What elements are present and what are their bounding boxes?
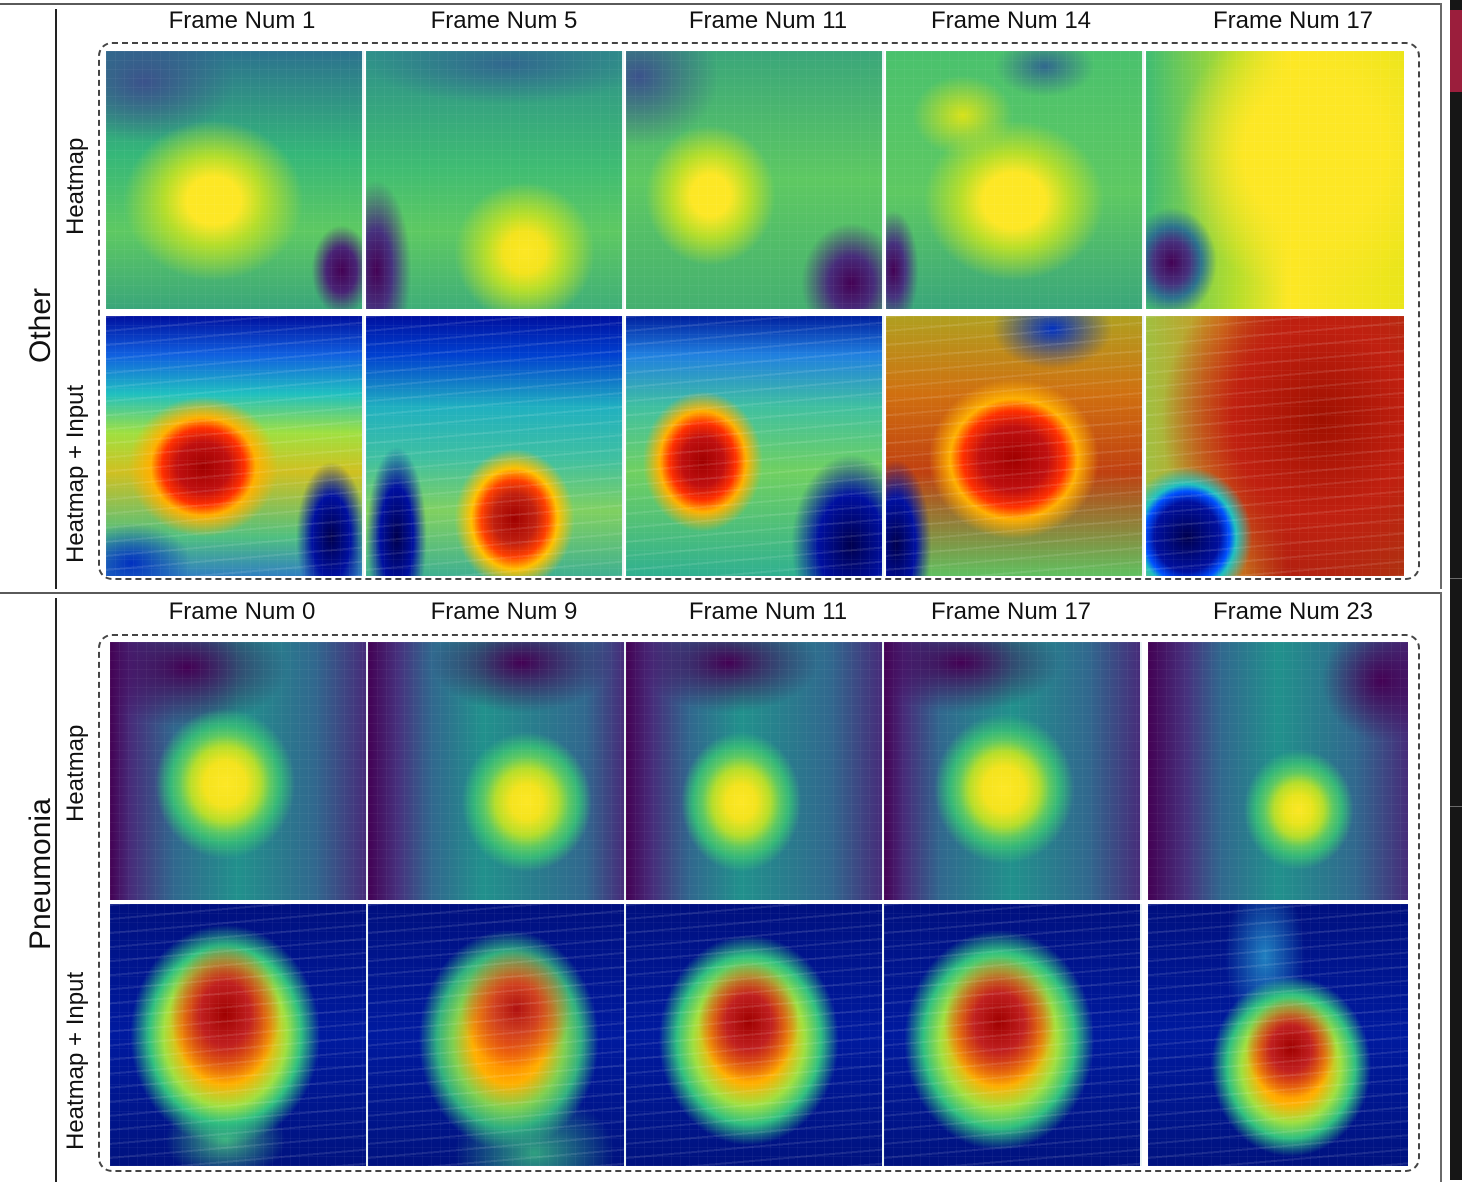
heatmap-overlay-tile bbox=[368, 904, 626, 1166]
frame-title: Frame Num 1 bbox=[168, 7, 316, 34]
heatmap-overlay-tile bbox=[886, 316, 1144, 576]
section-top-border bbox=[0, 592, 1442, 594]
section-other: Other Heatmap Heatmap + Input Frame Num … bbox=[0, 3, 1442, 589]
heatmap-overlay-tile bbox=[626, 904, 884, 1166]
heatmap-tile bbox=[626, 51, 884, 309]
frame-title: Frame Num 14 bbox=[930, 7, 1092, 34]
window-edge-strip bbox=[1450, 0, 1462, 1180]
heatmap-overlay-tile bbox=[110, 904, 368, 1166]
frame-title: Frame Num 5 bbox=[430, 7, 578, 34]
class-label-other: Other bbox=[24, 287, 57, 363]
frame-title: Frame Num 11 bbox=[688, 7, 848, 34]
heatmap-overlay-tile bbox=[884, 904, 1142, 1166]
label-divider bbox=[55, 598, 57, 1182]
frame-title: Frame Num 17 bbox=[930, 598, 1092, 625]
heatmap-tile bbox=[884, 642, 1142, 900]
row-label-heatmap: Heatmap bbox=[62, 137, 89, 235]
frame-title: Frame Num 17 bbox=[1212, 7, 1374, 34]
heatmap-tile bbox=[368, 642, 626, 900]
heatmap-tile bbox=[626, 642, 884, 900]
heatmap-tile bbox=[110, 642, 368, 900]
class-label-pneumonia: Pneumonia bbox=[24, 798, 57, 950]
frame-title: Frame Num 0 bbox=[168, 598, 316, 625]
heatmap-overlay-tile bbox=[1148, 904, 1408, 1166]
section-top-border bbox=[0, 3, 1442, 5]
frame-title: Frame Num 23 bbox=[1212, 598, 1374, 625]
accent-tab bbox=[1450, 10, 1462, 92]
frame-title: Frame Num 11 bbox=[688, 598, 848, 625]
strip-divider bbox=[1450, 806, 1462, 807]
label-divider bbox=[55, 9, 57, 589]
frame-title: Frame Num 9 bbox=[430, 598, 578, 625]
heatmap-tile bbox=[1146, 51, 1404, 309]
section-right-border bbox=[1440, 3, 1442, 589]
row-label-heatmap: Heatmap bbox=[62, 724, 89, 822]
dashed-group-border bbox=[98, 634, 1420, 1172]
heatmap-tile bbox=[886, 51, 1144, 309]
heatmap-tile bbox=[1148, 642, 1408, 900]
heatmap-overlay-tile bbox=[106, 316, 364, 576]
heatmap-overlay-tile bbox=[1146, 316, 1404, 576]
strip-divider bbox=[1450, 578, 1462, 579]
heatmap-tile bbox=[106, 51, 364, 309]
heatmap-tile bbox=[366, 51, 624, 309]
row-label-heatmap-input: Heatmap + Input bbox=[62, 971, 89, 1150]
heatmap-overlay-tile bbox=[626, 316, 884, 576]
section-pneumonia: Pneumonia Heatmap Heatmap + Input Frame … bbox=[0, 592, 1442, 1182]
row-label-heatmap-input: Heatmap + Input bbox=[62, 384, 89, 563]
dashed-group-border bbox=[98, 42, 1420, 580]
heatmap-overlay-tile bbox=[366, 316, 624, 576]
section-right-border bbox=[1440, 592, 1442, 1182]
